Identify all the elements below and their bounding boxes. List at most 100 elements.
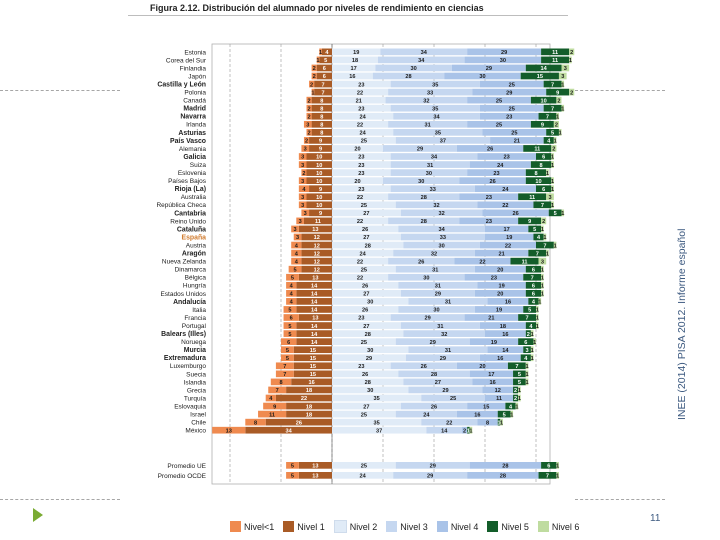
- bar-segment: [485, 225, 529, 233]
- bar-segment: [408, 298, 488, 305]
- bar-segment: [332, 314, 391, 321]
- data-label: 3: [526, 348, 529, 354]
- category-label: Bélgica: [185, 275, 207, 282]
- bar-segment: [296, 338, 332, 345]
- bar-segment: [507, 362, 526, 370]
- data-label: 2: [313, 74, 316, 80]
- category-label: Cantabria: [174, 210, 206, 217]
- bar-segment: [541, 281, 544, 289]
- data-label: 5: [286, 348, 289, 354]
- bar-segment: [551, 161, 554, 168]
- data-label: 11: [534, 147, 540, 153]
- data-label: 5: [551, 131, 554, 137]
- bar-segment: [332, 88, 389, 96]
- bar-segment: [525, 281, 542, 289]
- next-slide-arrow-icon[interactable]: [33, 508, 43, 522]
- bar-segment: [569, 48, 575, 56]
- bar-segment: [454, 257, 511, 265]
- data-label: 2: [552, 147, 555, 153]
- data-label: 30: [479, 74, 485, 80]
- category-label: Italia: [192, 307, 206, 314]
- bar-segment: [395, 410, 457, 418]
- data-label: 34: [286, 428, 293, 434]
- bar-segment: [477, 281, 526, 289]
- data-label: 9: [273, 404, 276, 410]
- data-label: 2: [463, 428, 466, 434]
- data-label: 26: [296, 420, 302, 426]
- bar-segment: [393, 129, 483, 136]
- data-label: 32: [431, 251, 437, 257]
- bar-segment: [309, 145, 332, 152]
- bar-segment: [298, 153, 307, 160]
- legend-swatch: [283, 521, 295, 532]
- data-label: 7: [283, 364, 286, 370]
- data-label: 4: [524, 356, 528, 362]
- bar-segment: [291, 249, 302, 257]
- data-label: 26: [418, 259, 424, 265]
- bar-segment: [403, 330, 485, 337]
- legend-label: Nivel 1: [297, 521, 325, 532]
- bar-segment: [536, 306, 539, 313]
- right-top-divider: [575, 90, 665, 91]
- bar-segment: [311, 104, 332, 112]
- data-label: 10: [316, 203, 322, 209]
- bar-segment: [451, 64, 526, 72]
- data-label: 6: [542, 187, 545, 193]
- bar-segment: [380, 48, 468, 56]
- bar-segment: [482, 386, 514, 394]
- bar-segment: [319, 56, 332, 64]
- bar-segment: [283, 306, 297, 313]
- bar-segment: [548, 209, 562, 217]
- bar-segment: [383, 145, 457, 152]
- bar-segment: [543, 80, 562, 88]
- bar-segment: [525, 370, 529, 378]
- data-label: 1: [497, 420, 500, 426]
- bar-segment: [332, 169, 391, 176]
- category-label: Irlanda: [186, 122, 206, 129]
- bar-segment: [513, 370, 526, 378]
- data-label: 16: [474, 412, 480, 418]
- bar-segment: [321, 48, 332, 56]
- data-label: 23: [504, 155, 510, 161]
- data-label: 23: [493, 171, 499, 177]
- legend-swatch: [333, 520, 347, 533]
- bar-segment: [258, 410, 287, 418]
- bar-segment: [296, 290, 332, 297]
- bar-segment: [538, 112, 557, 120]
- bar-segment: [306, 96, 312, 104]
- bar-segment: [275, 394, 332, 402]
- bar-segment: [523, 346, 531, 354]
- data-label: 26: [421, 364, 427, 370]
- bar-segment: [309, 209, 332, 217]
- data-label: 4: [295, 251, 299, 257]
- legend-swatch: [436, 521, 448, 532]
- data-label: 26: [512, 211, 518, 217]
- bar-segment: [296, 330, 332, 337]
- bar-segment: [286, 402, 332, 410]
- bar-segment: [561, 64, 570, 72]
- bar-segment: [556, 112, 559, 120]
- category-label: Alemania: [179, 146, 206, 153]
- data-label: 4: [537, 235, 541, 241]
- bar-segment: [536, 185, 552, 193]
- bar-segment: [316, 64, 332, 72]
- data-label: 5: [518, 380, 521, 386]
- data-label: 1: [531, 332, 534, 338]
- data-label: 25: [509, 82, 515, 88]
- data-label: 2: [555, 123, 558, 129]
- bar-segment: [388, 257, 455, 265]
- data-label: 9: [319, 187, 322, 193]
- data-label: 25: [361, 412, 367, 418]
- bar-segment: [390, 104, 480, 112]
- data-label: 13: [312, 316, 318, 322]
- data-label: 32: [433, 203, 439, 209]
- bar-segment: [332, 129, 394, 136]
- data-label: 15: [537, 74, 543, 80]
- data-label: 35: [435, 131, 441, 137]
- bar-segment: [477, 153, 536, 160]
- category-label: Navarra: [180, 114, 206, 121]
- data-label: 14: [311, 340, 318, 346]
- data-label: 1: [556, 474, 559, 480]
- data-label: 1: [316, 58, 319, 64]
- data-label: 34: [418, 58, 425, 64]
